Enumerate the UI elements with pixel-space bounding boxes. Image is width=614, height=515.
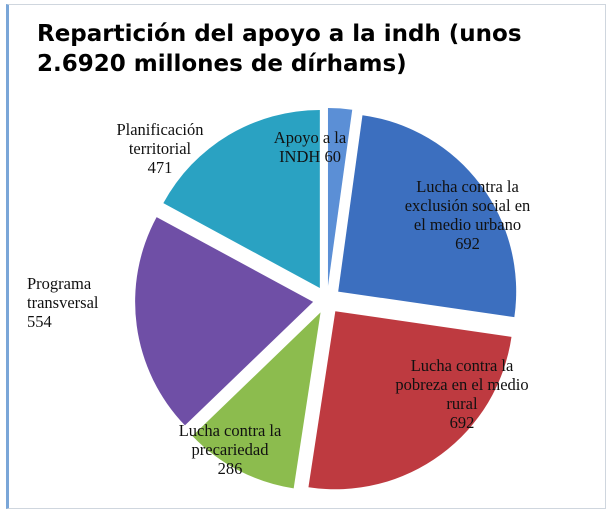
slice-value: 60 <box>324 147 341 166</box>
slice-name: Lucha contra la precariedad <box>178 421 282 459</box>
pie-slice <box>135 217 314 426</box>
slice-label: Planificación territorial 471 <box>90 120 230 177</box>
slice-label: Programa transversal 554 <box>27 274 147 331</box>
chart-title: Repartición del apoyo a la indh (unos 2.… <box>37 21 522 77</box>
pie-slice <box>163 109 320 288</box>
slice-label: Lucha contra la pobreza en el medio rura… <box>392 356 532 432</box>
pie-slice <box>192 312 321 489</box>
slice-value: 554 <box>27 312 52 331</box>
slice-value: 471 <box>147 158 173 177</box>
pie-slice <box>327 108 353 287</box>
pie-slice <box>338 115 517 318</box>
slice-name: Apoyo a la INDH <box>273 128 347 166</box>
slice-name: Programa transversal <box>27 274 99 312</box>
slice-label: Apoyo a la INDH 60 <box>258 128 362 166</box>
slice-name: Planificación territorial <box>116 120 204 158</box>
slice-value: 286 <box>217 459 243 478</box>
slice-name: Lucha contra la pobreza en el medio rura… <box>395 356 529 413</box>
slice-value: 692 <box>449 413 475 432</box>
pie-slice <box>308 311 512 490</box>
slice-label: Lucha contra la precariedad 286 <box>150 421 310 478</box>
slice-name: Lucha contra la exclusión social en el m… <box>404 177 531 234</box>
slice-value: 692 <box>455 234 480 253</box>
slice-label: Lucha contra la exclusión social en el m… <box>400 177 535 253</box>
